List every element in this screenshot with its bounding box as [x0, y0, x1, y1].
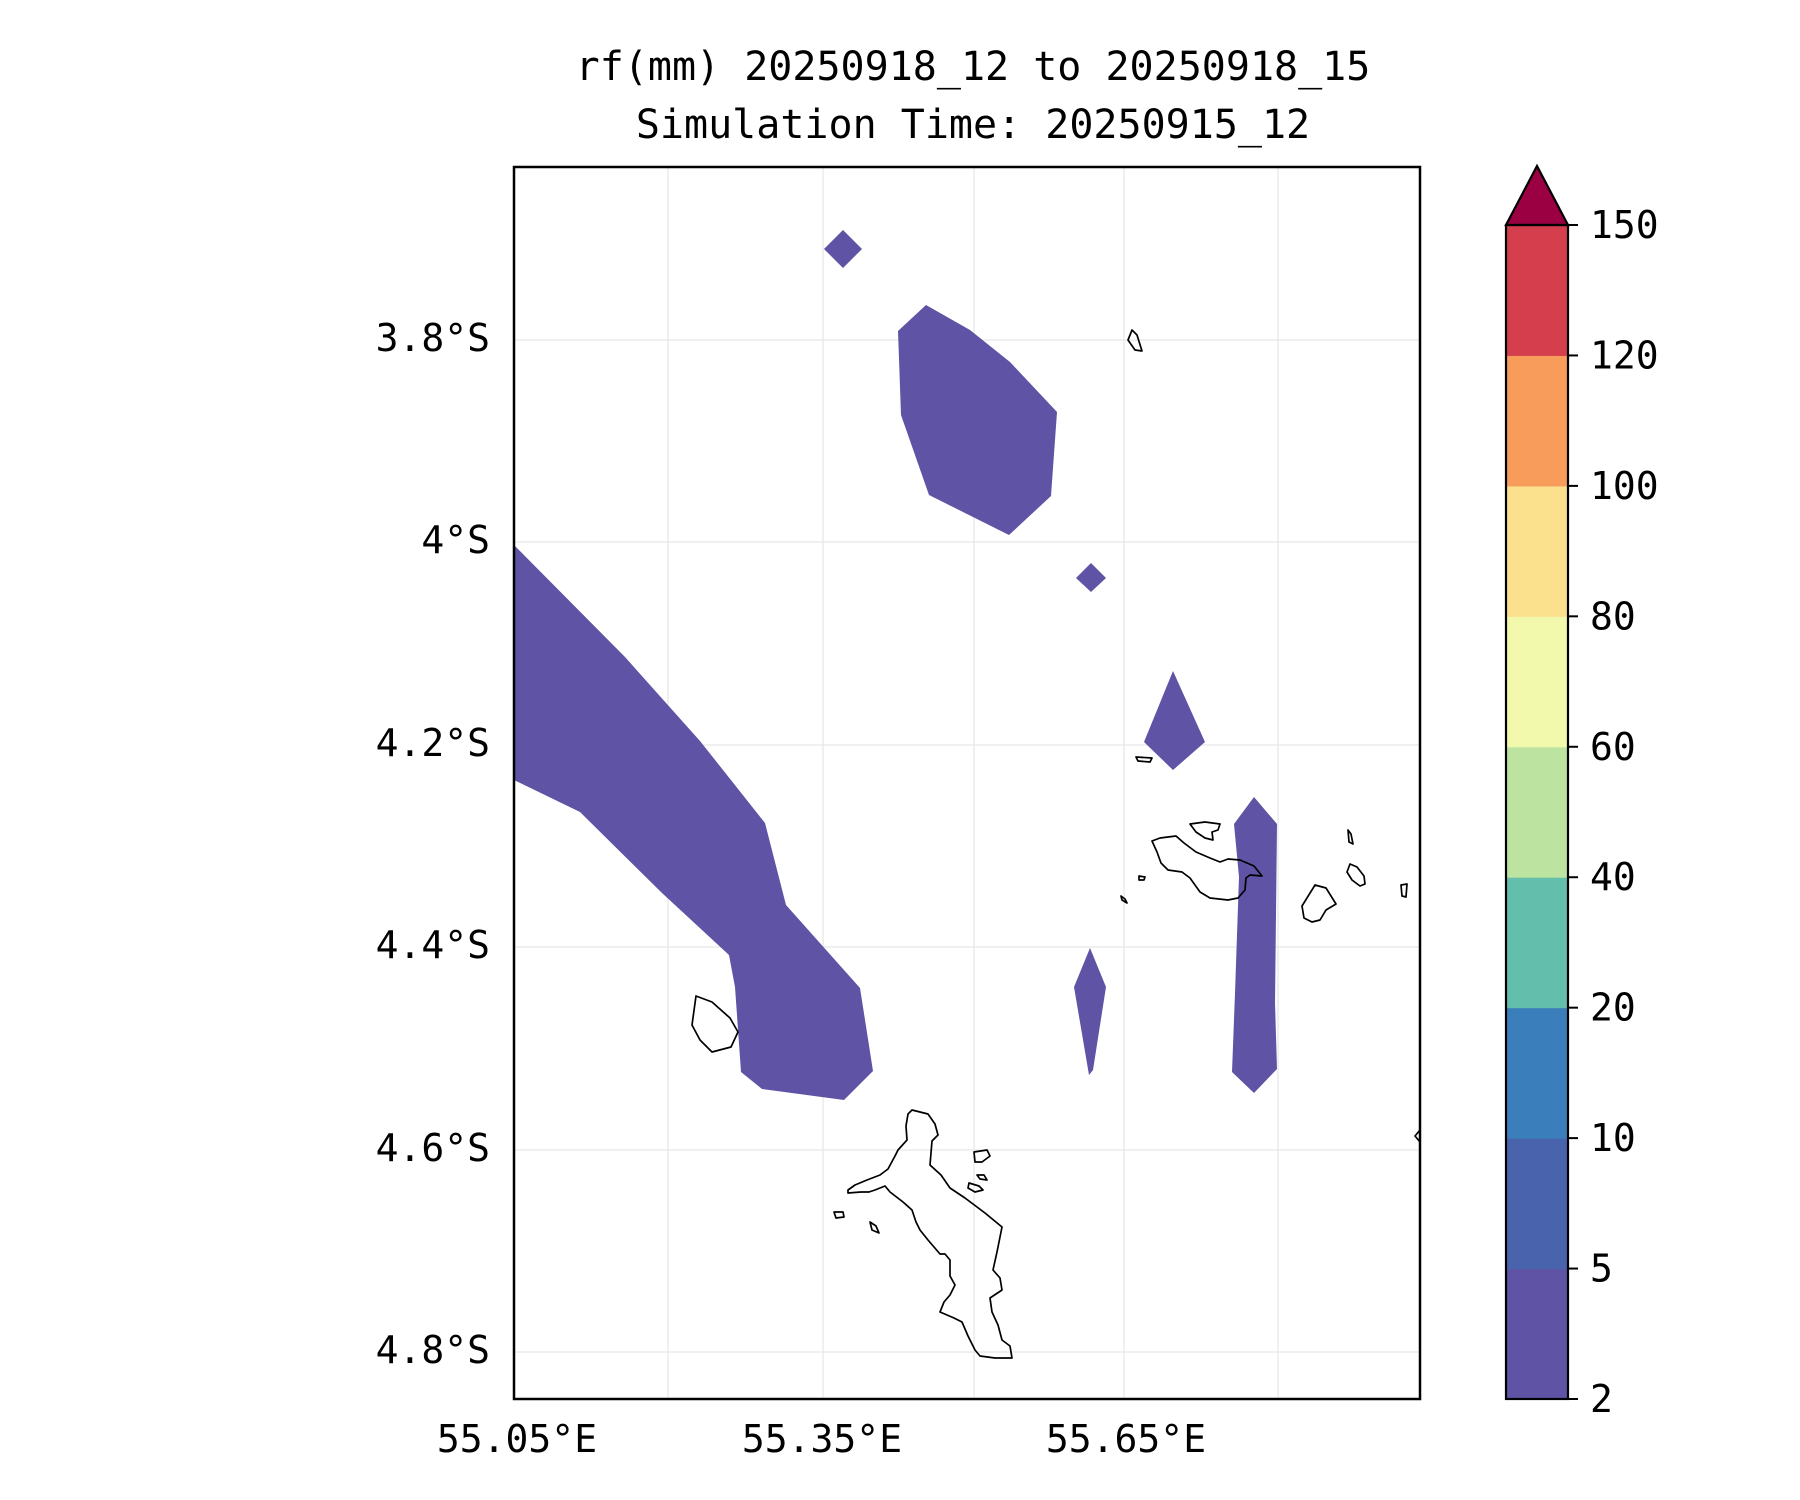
rain-area-vertical-strip	[1232, 797, 1277, 1093]
coastline-mahe	[847, 1109, 1013, 1359]
coastline-islet	[1346, 863, 1366, 887]
colorbar-tick-label: 2	[1590, 1377, 1613, 1421]
colorbar-segment	[1506, 746, 1568, 878]
colorbar-tick-label: 120	[1590, 333, 1659, 377]
lat-tick-label: 4.4°S	[376, 923, 490, 967]
map-frame	[512, 165, 1422, 1401]
coastline-curieuse	[1189, 821, 1221, 841]
lat-tick-label: 4.6°S	[376, 1126, 490, 1170]
colorbar-segment	[1506, 355, 1568, 487]
colorbar-tick-label: 150	[1590, 203, 1659, 247]
lon-tick-label: 55.05°E	[437, 1417, 597, 1461]
rain-area-diamond-small	[1076, 563, 1106, 592]
lat-tick-label: 3.8°S	[376, 316, 490, 360]
colorbar-segment	[1506, 616, 1568, 748]
colorbar-tick-label: 80	[1590, 594, 1636, 638]
coastline-silhouette	[691, 995, 739, 1053]
coastline-la-digue	[1301, 884, 1337, 923]
lat-tick-label: 4.8°S	[376, 1328, 490, 1372]
colorbar-tick-label: 20	[1590, 986, 1636, 1030]
rain-area-north-blob	[898, 305, 1057, 535]
rain-area-kite	[1144, 671, 1205, 770]
coastline-islet	[1347, 829, 1354, 845]
coastline-islet	[1120, 895, 1128, 904]
colorbar-segment	[1506, 485, 1568, 617]
colorbar-tick-label: 10	[1590, 1116, 1636, 1160]
colorbar-extend-triangle	[1504, 163, 1570, 227]
rain-area-diamond-top	[824, 230, 862, 268]
coastline-islet	[1400, 883, 1408, 898]
lat-tick-label: 4.2°S	[376, 721, 490, 765]
coastline-praslin	[1151, 835, 1263, 901]
colorbar-tick-label: 5	[1590, 1247, 1613, 1291]
lat-tick-label: 4°S	[421, 518, 490, 562]
lon-tick-label: 55.65°E	[1046, 1417, 1206, 1461]
coastline-islet	[833, 1211, 845, 1219]
colorbar-ticks: 2 5 10 20 40 60 80 100 120 150	[1568, 203, 1659, 1421]
coastline-islet	[976, 1174, 988, 1181]
colorbar-frame	[1504, 223, 1570, 1401]
coastline-islet	[973, 1149, 991, 1163]
colorbar-tick-label: 40	[1590, 855, 1636, 899]
colorbar-tick-label: 60	[1590, 725, 1636, 769]
coastline-islet	[967, 1182, 984, 1193]
colorbar-segments	[1506, 225, 1568, 1400]
colorbar: 2 5 10 20 40 60 80 100 120 150	[1504, 163, 1659, 1421]
colorbar-segment	[1506, 877, 1568, 1009]
coastline-islet	[1138, 875, 1146, 881]
coastline-islet	[1414, 1129, 1420, 1143]
rain-area-big-band	[514, 545, 873, 1100]
lon-axis: 55.05°E 55.35°E 55.65°E	[437, 1417, 1206, 1461]
coastline-islet	[1135, 756, 1153, 763]
rain-area-spike	[1074, 948, 1106, 1075]
colorbar-segment	[1506, 225, 1568, 356]
coastline-islet	[869, 1221, 880, 1234]
colorbar-segment	[1506, 1268, 1568, 1400]
coastlines	[691, 329, 1420, 1359]
colorbar-segment	[1506, 1007, 1568, 1139]
map-panel	[512, 165, 1422, 1401]
lon-tick-label: 55.35°E	[742, 1417, 902, 1461]
title-line-1: rf(mm) 20250918_12 to 20250918_15	[576, 44, 1371, 90]
lat-axis: 3.8°S 4°S 4.2°S 4.4°S 4.6°S 4.8°S	[376, 316, 490, 1372]
title-line-2: Simulation Time: 20250915_12	[636, 102, 1310, 148]
rainfall-areas	[514, 230, 1277, 1100]
colorbar-segment	[1506, 1138, 1568, 1270]
colorbar-tick-label: 100	[1590, 464, 1659, 508]
coastline-islet	[1127, 329, 1143, 352]
